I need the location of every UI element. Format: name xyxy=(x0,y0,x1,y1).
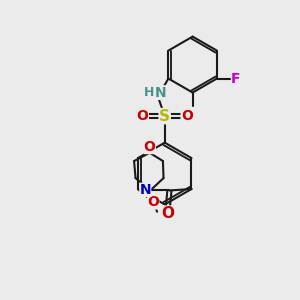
Text: H: H xyxy=(144,86,154,99)
Text: O: O xyxy=(147,195,159,209)
Text: O: O xyxy=(144,140,156,154)
Text: F: F xyxy=(231,72,240,86)
Text: O: O xyxy=(181,109,193,123)
Text: N: N xyxy=(140,183,151,197)
Text: S: S xyxy=(159,109,170,124)
Text: O: O xyxy=(137,109,148,123)
Text: N: N xyxy=(154,85,166,100)
Text: O: O xyxy=(161,206,174,221)
